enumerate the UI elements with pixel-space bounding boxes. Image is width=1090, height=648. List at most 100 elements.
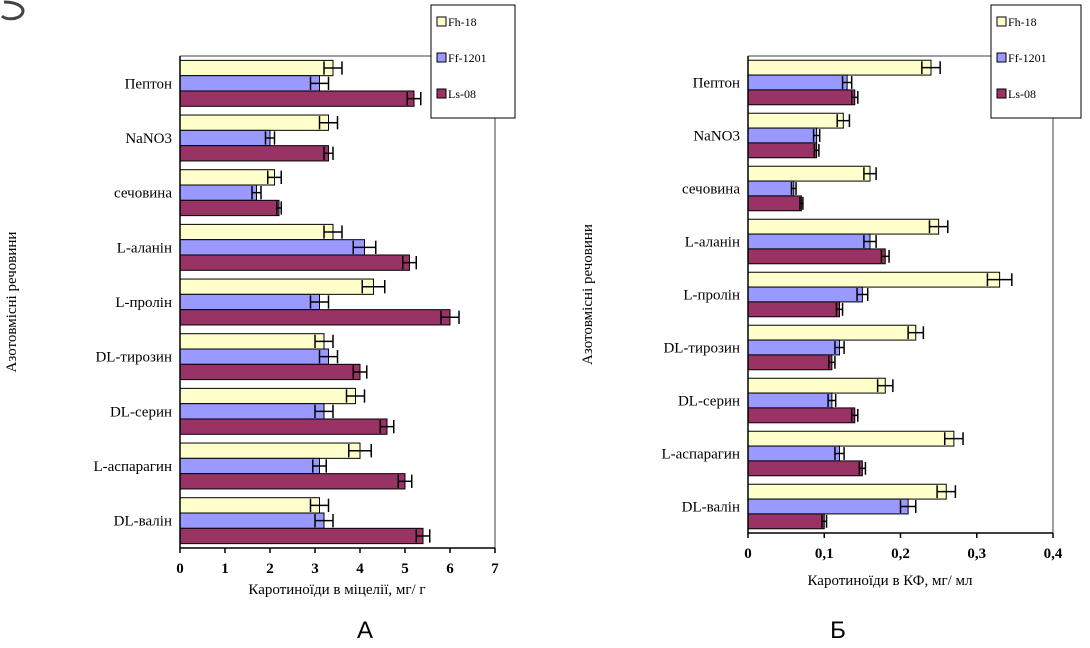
legend-swatch (436, 88, 447, 99)
bar (747, 112, 844, 129)
x-tick-label: 6 (446, 561, 454, 577)
error-bar (323, 61, 343, 75)
x-tick-label: 0,4 (1044, 546, 1063, 562)
error-bar (880, 249, 890, 263)
error-bar (899, 500, 917, 513)
bar (179, 309, 451, 326)
bar (747, 483, 947, 500)
category-label: Пептон (693, 76, 740, 92)
x-tick-label: 0 (176, 561, 184, 577)
category-label: L-аланін (117, 240, 172, 256)
error-bar (397, 474, 413, 488)
error-bar (318, 350, 339, 364)
error-bar (863, 235, 877, 248)
x-tick-label: 2 (266, 561, 274, 577)
x-tick-label: 0,1 (815, 546, 834, 562)
x-tick-label: 7 (491, 561, 499, 577)
x-tick-label: 1 (221, 561, 229, 577)
bar (179, 457, 320, 475)
bar (179, 254, 410, 271)
error-bar (986, 273, 1013, 287)
bar (747, 324, 917, 341)
error-bar (379, 419, 395, 434)
panel-label: Б (830, 617, 846, 644)
error-bar (323, 225, 343, 239)
bar (179, 363, 361, 381)
error-bar (876, 379, 894, 393)
error-bar (402, 255, 417, 270)
bar (747, 392, 833, 409)
bar (747, 142, 818, 159)
category-label: DL-серин (678, 394, 740, 410)
error-bar (943, 432, 964, 446)
bar (747, 165, 871, 182)
bar (179, 333, 325, 350)
error-bar (440, 310, 460, 324)
error-bar (850, 408, 859, 422)
bar (747, 127, 818, 144)
bar (747, 233, 871, 250)
category-label: сечовина (114, 186, 172, 202)
bar (747, 89, 856, 106)
bar (747, 301, 840, 318)
category-label: L-аланін (685, 235, 740, 251)
legend-entry: Ff-1201 (448, 51, 487, 65)
legend-swatch (996, 88, 1007, 99)
logo-swoosh-icon (0, 0, 25, 21)
bar (179, 293, 320, 311)
bar (747, 430, 955, 447)
chart-panel-2: Пептон NaNO3 сечовина L-аланін L-пролін DL-ти… (580, 4, 1082, 644)
bar (179, 129, 271, 147)
bar (179, 527, 424, 545)
category-label: NaNO3 (125, 131, 172, 147)
bar (747, 74, 848, 91)
error-bar (406, 91, 422, 106)
legend-entry: Fh-18 (1008, 15, 1037, 29)
bar (179, 418, 388, 435)
bar (179, 473, 406, 490)
legend-entry: Fh-18 (448, 15, 477, 29)
bar (179, 114, 329, 131)
bar (179, 239, 365, 256)
y-axis-title: Азотовмісні речовини (4, 232, 20, 373)
x-tick-label: 0 (744, 546, 752, 562)
legend-entry: Ff-1201 (1008, 51, 1047, 65)
x-tick-label: 0,3 (967, 546, 986, 562)
error-bar (314, 514, 334, 528)
x-tick-label: 4 (356, 561, 364, 577)
bar (747, 271, 1001, 288)
bar (747, 513, 825, 530)
error-bar (309, 498, 330, 513)
error-bar (312, 459, 327, 473)
error-bar (309, 76, 330, 90)
legend-swatch (436, 16, 447, 27)
bar (747, 354, 833, 371)
category-label: NaNO3 (693, 129, 740, 145)
bar (179, 387, 356, 405)
error-bar (850, 90, 859, 104)
error-bar (348, 444, 372, 458)
error-bar (921, 61, 941, 75)
chart-panel-1: Пептон NaNO3 сечовина L-аланін L-пролін DL-ти… (4, 4, 516, 644)
category-label: DL-валін (682, 500, 740, 516)
legend: Fh-18 Ff-1201 Ls-08 (990, 4, 1082, 119)
bar (179, 59, 334, 77)
error-bar (828, 355, 836, 369)
bar (747, 218, 940, 235)
error-bar (251, 186, 262, 200)
error-bar (863, 167, 877, 181)
error-bar (858, 461, 867, 475)
bar (179, 278, 374, 295)
error-bar (314, 334, 334, 349)
category-label: сечовина (682, 182, 740, 198)
bar (747, 460, 863, 477)
error-bar (314, 404, 334, 418)
error-bar (821, 514, 828, 528)
legend-entry: Ls-08 (448, 87, 476, 101)
error-bar (352, 240, 377, 254)
error-bar (790, 182, 797, 195)
category-label: DL-серин (110, 404, 172, 420)
error-bar (813, 143, 820, 157)
bar (179, 403, 325, 420)
